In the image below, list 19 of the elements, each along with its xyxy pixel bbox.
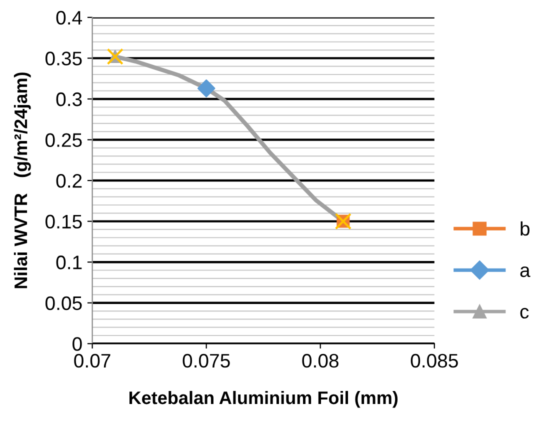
x-tick-label: 0.08: [302, 354, 338, 368]
y-tick-label: 0.4: [56, 10, 82, 25]
y-tick-label: 0.15: [46, 214, 82, 229]
y-tick-label: 0.25: [46, 133, 82, 147]
y-axis-title: Nilai WVTR (g/m²/24jam): [14, 72, 31, 288]
x-tick-label: 0.07: [74, 354, 110, 368]
y-tick-label: 0.35: [46, 52, 82, 66]
point: [197, 79, 216, 98]
x-tick-label: 0.075: [182, 354, 230, 368]
legend-label: c: [520, 308, 529, 319]
legend-label: a: [520, 266, 530, 278]
y-tick-label: 0.05: [46, 296, 82, 310]
x-tick-label: 0.085: [410, 354, 458, 368]
y-tick-label: 0.2: [56, 174, 82, 188]
x-axis-title: Ketebalan Aluminium Foil (mm): [129, 390, 398, 408]
y-tick-label: 0.3: [56, 92, 82, 106]
legend-label: b: [520, 221, 530, 236]
y-tick-label: 0.1: [56, 256, 82, 270]
y-tick-label: 0: [72, 337, 82, 351]
